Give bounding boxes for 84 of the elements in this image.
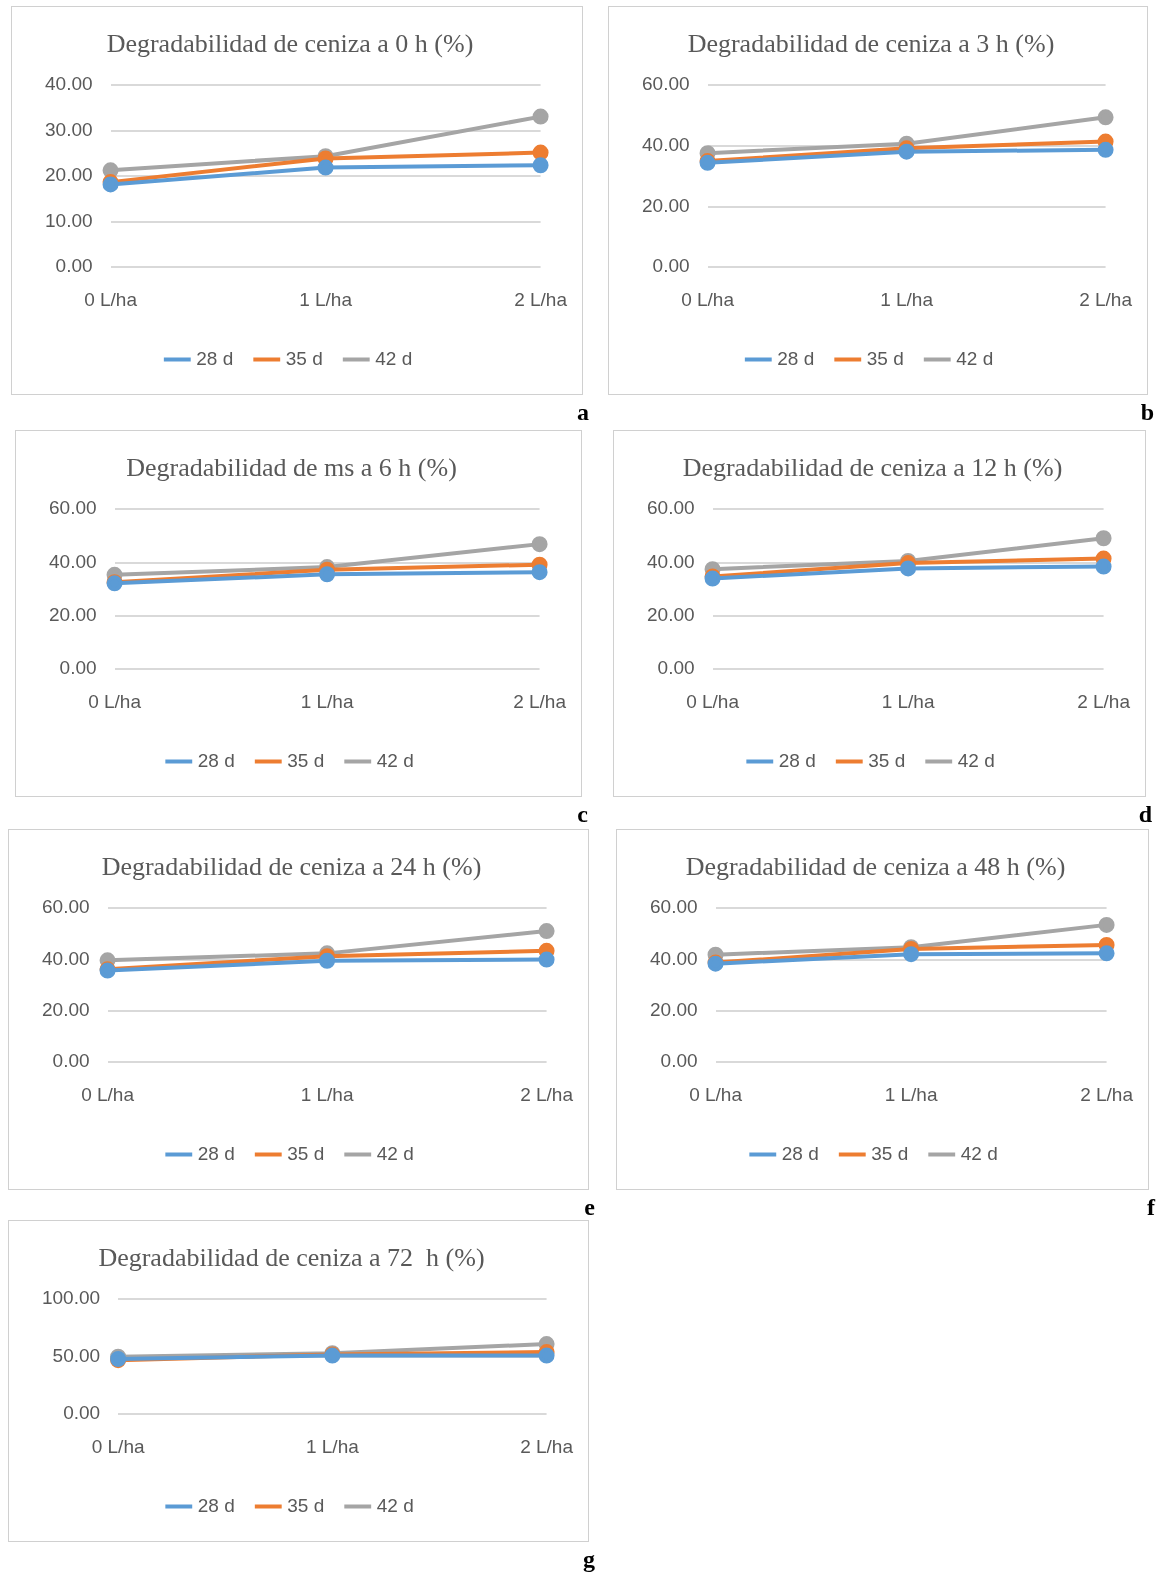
y-tick-label: 100.00: [41, 1287, 101, 1309]
legend-label: 28 d: [197, 749, 235, 771]
x-tick-label: 0 L/ha: [88, 690, 142, 712]
x-tick-label: 2 L/ha: [1079, 288, 1133, 310]
y-tick-label: 40.00: [650, 947, 698, 969]
legend-label: 42 d: [376, 1494, 414, 1516]
legend-label: 42 d: [960, 1142, 998, 1164]
legend-label: 28 d: [197, 1494, 235, 1516]
y-tick-label: 40.00: [642, 134, 690, 156]
y-tick-label: 0.00: [660, 1050, 698, 1072]
x-tick-label: 1 L/ha: [300, 690, 354, 712]
chart-title: Degradabilidad de ms a 6 h (%): [126, 453, 457, 483]
legend-label: 35 d: [287, 749, 325, 771]
legend-label: 42 d: [957, 749, 995, 771]
x-tick-label: 1 L/ha: [881, 690, 935, 712]
legend-label: 42 d: [376, 749, 414, 771]
text: c: [577, 801, 588, 828]
x-tick-label: 0 L/ha: [91, 1435, 145, 1457]
x-tick-label: 2 L/ha: [1080, 1083, 1134, 1105]
text: d: [1138, 801, 1152, 828]
y-tick-label: 60.00: [650, 896, 698, 918]
legend-label: 35 d: [868, 749, 906, 771]
text: a: [577, 399, 589, 426]
x-tick-label: 2 L/ha: [514, 288, 568, 310]
x-tick-label: 2 L/ha: [520, 1083, 574, 1105]
chart-title: Degradabilidad de ceniza a 48 h (%): [685, 852, 1066, 882]
y-tick-label: 20.00: [42, 999, 90, 1021]
chart-title: Degradabilidad de ceniza a 24 h (%): [101, 852, 482, 882]
text: g: [583, 1546, 595, 1573]
text: e: [584, 1194, 595, 1221]
legend-label: 35 d: [287, 1494, 325, 1516]
x-tick-label: 1 L/ha: [300, 1083, 354, 1105]
y-tick-label: 40.00: [647, 550, 695, 572]
x-tick-label: 2 L/ha: [1077, 690, 1131, 712]
y-tick-label: 0.00: [59, 657, 97, 679]
x-tick-label: 0 L/ha: [681, 288, 735, 310]
legend-label: 35 d: [285, 347, 323, 369]
y-tick-label: 40.00: [45, 73, 93, 95]
y-tick-label: 0.00: [63, 1402, 101, 1424]
x-tick-label: 2 L/ha: [520, 1435, 574, 1457]
legend-label: 35 d: [287, 1142, 325, 1164]
chart-title: Degradabilidad de ceniza a 3 h (%): [687, 29, 1055, 59]
chart-title: Degradabilidad de ceniza a 72 h (%): [98, 1243, 485, 1273]
y-tick-label: 30.00: [45, 118, 93, 140]
chart-title: Degradabilidad de ceniza a 12 h (%): [682, 453, 1063, 483]
text: f: [1147, 1194, 1155, 1221]
y-tick-label: 0.00: [657, 657, 695, 679]
y-tick-label: 60.00: [642, 73, 690, 95]
y-tick-label: 20.00: [642, 194, 690, 216]
legend-label: 42 d: [376, 1142, 414, 1164]
x-tick-label: 0 L/ha: [689, 1083, 743, 1105]
y-tick-label: 10.00: [45, 209, 93, 231]
x-tick-label: 0 L/ha: [84, 288, 138, 310]
x-tick-label: 1 L/ha: [884, 1083, 938, 1105]
y-tick-label: 20.00: [45, 164, 93, 186]
legend-label: 35 d: [871, 1142, 909, 1164]
x-tick-label: 1 L/ha: [880, 288, 934, 310]
y-tick-label: 20.00: [650, 999, 698, 1021]
chart-title: Degradabilidad de ceniza a 0 h (%): [106, 29, 474, 59]
legend-label: 28 d: [778, 749, 816, 771]
legend-label: 28 d: [781, 1142, 819, 1164]
y-tick-label: 60.00: [49, 497, 97, 519]
x-tick-label: 2 L/ha: [513, 690, 567, 712]
legend-label: 28 d: [197, 1142, 235, 1164]
legend-label: 42 d: [375, 347, 413, 369]
legend-label: 42 d: [956, 347, 994, 369]
y-tick-label: 60.00: [42, 896, 90, 918]
y-tick-label: 20.00: [647, 604, 695, 626]
y-tick-label: 20.00: [49, 604, 97, 626]
y-tick-label: 50.00: [52, 1344, 101, 1366]
legend-label: 28 d: [777, 347, 815, 369]
y-tick-label: 60.00: [647, 497, 695, 519]
legend-label: 35 d: [866, 347, 904, 369]
text: b: [1140, 399, 1154, 426]
x-tick-label: 0 L/ha: [81, 1083, 135, 1105]
y-tick-label: 0.00: [52, 1050, 90, 1072]
y-tick-label: 0.00: [55, 255, 93, 277]
legend-label: 28 d: [196, 347, 234, 369]
x-tick-label: 1 L/ha: [305, 1435, 360, 1457]
y-tick-label: 40.00: [42, 947, 90, 969]
x-tick-label: 1 L/ha: [299, 288, 353, 310]
x-tick-label: 0 L/ha: [686, 690, 740, 712]
y-tick-label: 40.00: [49, 550, 97, 572]
y-tick-label: 0.00: [652, 255, 690, 277]
